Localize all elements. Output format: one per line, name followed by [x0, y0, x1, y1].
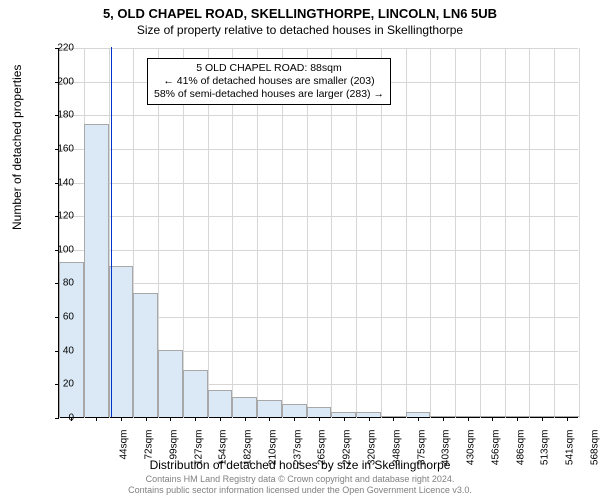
histogram-bar: [133, 293, 158, 417]
ytick-label: 140: [44, 177, 74, 188]
gridline-h: [59, 48, 578, 49]
xtick-mark: [517, 417, 518, 421]
gridline-v: [529, 48, 530, 418]
ytick-label: 200: [44, 76, 74, 87]
xtick-mark: [393, 417, 394, 421]
gridline-v: [579, 48, 580, 418]
xtick-mark: [220, 417, 221, 421]
xtick-mark: [269, 417, 270, 421]
histogram-bar: [282, 404, 307, 417]
xtick-mark: [121, 417, 122, 421]
ytick-label: 20: [44, 379, 74, 390]
xtick-mark: [542, 417, 543, 421]
footer-line-2: Contains public sector information licen…: [0, 485, 600, 496]
gridline-h: [59, 216, 578, 217]
histogram-bar: [158, 350, 183, 417]
property-marker-line: [111, 47, 112, 417]
ytick-label: 120: [44, 211, 74, 222]
gridline-v: [505, 48, 506, 418]
xtick-label: 154sqm: [218, 430, 229, 480]
title-sub: Size of property relative to detached ho…: [0, 21, 600, 41]
callout-line2: ← 41% of detached houses are smaller (20…: [154, 75, 384, 88]
histogram-bar: [257, 400, 282, 417]
xtick-mark: [369, 417, 370, 421]
gridline-h: [59, 250, 578, 251]
callout-line1: 5 OLD CHAPEL ROAD: 88sqm: [154, 62, 384, 75]
xtick-label: 210sqm: [267, 430, 278, 480]
ytick-label: 100: [44, 244, 74, 255]
xtick-label: 456sqm: [490, 430, 501, 480]
xtick-mark: [319, 417, 320, 421]
ytick-label: 160: [44, 143, 74, 154]
histogram-bar: [208, 390, 233, 417]
histogram-bar: [232, 397, 257, 417]
xtick-label: 486sqm: [515, 430, 526, 480]
xtick-label: 265sqm: [317, 430, 328, 480]
xtick-mark: [146, 417, 147, 421]
xtick-mark: [443, 417, 444, 421]
ytick-label: 80: [44, 278, 74, 289]
xtick-mark: [96, 417, 97, 421]
histogram-bar: [307, 407, 332, 417]
gridline-h: [59, 149, 578, 150]
gridline-v: [480, 48, 481, 418]
ytick-label: 60: [44, 312, 74, 323]
xtick-label: 320sqm: [367, 430, 378, 480]
histogram-bar: [183, 370, 208, 417]
xtick-label: 99sqm: [168, 430, 179, 480]
gridline-h: [59, 115, 578, 116]
xtick-label: 72sqm: [144, 430, 155, 480]
xtick-label: 430sqm: [466, 430, 477, 480]
xtick-label: 44sqm: [119, 430, 130, 480]
xtick-mark: [294, 417, 295, 421]
xtick-mark: [245, 417, 246, 421]
gridline-v: [554, 48, 555, 418]
xtick-label: 375sqm: [416, 430, 427, 480]
chart-container: 5, OLD CHAPEL ROAD, SKELLINGTHORPE, LINC…: [0, 0, 600, 500]
gridline-h: [59, 283, 578, 284]
chart-area: 5 OLD CHAPEL ROAD: 88sqm← 41% of detache…: [58, 48, 578, 418]
histogram-bar: [84, 124, 109, 417]
xtick-label: 237sqm: [292, 430, 303, 480]
gridline-v: [455, 48, 456, 418]
xtick-label: 568sqm: [589, 430, 600, 480]
gridline-v: [430, 48, 431, 418]
xtick-label: 182sqm: [243, 430, 254, 480]
xtick-label: 348sqm: [391, 430, 402, 480]
callout-line3: 58% of semi-detached houses are larger (…: [154, 88, 384, 101]
ytick-label: 180: [44, 110, 74, 121]
ytick-label: 220: [44, 43, 74, 54]
title-main: 5, OLD CHAPEL ROAD, SKELLINGTHORPE, LINC…: [0, 0, 600, 21]
xtick-mark: [492, 417, 493, 421]
xtick-mark: [567, 417, 568, 421]
callout-box: 5 OLD CHAPEL ROAD: 88sqm← 41% of detache…: [147, 58, 391, 105]
xtick-mark: [195, 417, 196, 421]
xtick-mark: [468, 417, 469, 421]
xtick-label: 541sqm: [565, 430, 576, 480]
plot-area: 5 OLD CHAPEL ROAD: 88sqm← 41% of detache…: [58, 48, 578, 418]
ytick-label: 0: [44, 413, 74, 424]
xtick-label: 127sqm: [193, 430, 204, 480]
xtick-mark: [170, 417, 171, 421]
xtick-label: 403sqm: [441, 430, 452, 480]
y-axis-label: Number of detached properties: [10, 65, 24, 230]
xtick-label: 292sqm: [342, 430, 353, 480]
xtick-mark: [418, 417, 419, 421]
histogram-bar: [109, 266, 134, 417]
ytick-label: 40: [44, 345, 74, 356]
xtick-mark: [344, 417, 345, 421]
gridline-v: [406, 48, 407, 418]
xtick-label: 513sqm: [540, 430, 551, 480]
gridline-h: [59, 183, 578, 184]
